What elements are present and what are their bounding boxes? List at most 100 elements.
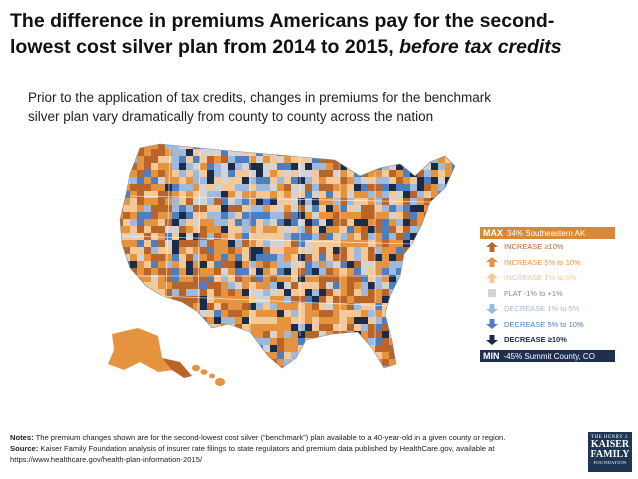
arrow-down-icon	[486, 303, 498, 314]
county-cell	[298, 184, 306, 192]
county-cell	[445, 254, 453, 262]
county-cell	[305, 254, 313, 262]
county-cell	[137, 156, 145, 164]
county-cell	[235, 359, 243, 367]
county-cell	[256, 352, 264, 360]
county-cell	[214, 212, 222, 220]
county-cell	[284, 184, 292, 192]
county-cell	[263, 212, 271, 220]
county-cell	[179, 205, 187, 213]
county-cell	[368, 254, 376, 262]
county-cell	[298, 366, 306, 368]
county-cell	[368, 324, 376, 332]
county-cell	[445, 366, 453, 368]
county-cell	[438, 310, 446, 318]
county-cell	[298, 352, 306, 360]
county-cell	[256, 144, 264, 150]
county-cell	[172, 296, 180, 304]
county-cell	[165, 289, 173, 297]
county-cell	[368, 303, 376, 311]
county-cell	[354, 296, 362, 304]
county-cell	[242, 233, 250, 241]
county-cell	[431, 226, 439, 234]
county-cell	[319, 212, 327, 220]
county-cell	[263, 163, 271, 171]
county-cell	[459, 331, 466, 338]
county-cell	[221, 359, 229, 367]
county-cell	[389, 310, 397, 318]
county-cell	[298, 289, 306, 297]
county-cell	[221, 240, 229, 248]
county-cell	[235, 240, 243, 248]
county-cell	[186, 247, 194, 255]
county-cell	[361, 149, 369, 157]
county-cell	[214, 345, 222, 353]
county-cell	[305, 296, 313, 304]
county-cell	[354, 177, 362, 185]
county-cell	[347, 324, 355, 332]
county-cell	[256, 296, 264, 304]
county-cell	[263, 289, 271, 297]
county-cell	[389, 261, 397, 269]
county-cell	[298, 247, 306, 255]
county-cell	[305, 170, 313, 178]
county-cell	[354, 366, 362, 368]
county-cell	[123, 261, 131, 269]
county-cell	[144, 191, 152, 199]
county-cell	[396, 359, 404, 367]
county-cell	[424, 296, 432, 304]
county-cell	[263, 303, 271, 311]
county-cell	[382, 156, 390, 164]
county-cell	[438, 359, 446, 367]
county-cell	[347, 226, 355, 234]
county-cell	[312, 289, 320, 297]
county-cell	[438, 177, 446, 185]
county-cell	[368, 156, 376, 164]
legend-item: INCREASE ≥10%	[480, 239, 615, 255]
county-cell	[319, 163, 327, 171]
county-cell	[221, 233, 229, 241]
county-cell	[375, 170, 383, 178]
county-cell	[179, 212, 187, 220]
county-cell	[459, 247, 466, 254]
county-cell	[361, 289, 369, 297]
county-cell	[305, 144, 313, 150]
county-cell	[354, 359, 362, 367]
county-cell	[340, 261, 348, 269]
county-cell	[277, 261, 285, 269]
county-cell	[284, 366, 292, 368]
county-cell	[424, 275, 432, 283]
county-cell	[249, 205, 257, 213]
hawaii-inset	[192, 364, 225, 386]
county-cell	[186, 275, 194, 283]
county-cell	[382, 331, 390, 339]
county-cell	[291, 170, 299, 178]
county-cell	[417, 324, 425, 332]
county-cell	[186, 226, 194, 234]
county-cell	[228, 268, 236, 276]
county-cell	[389, 296, 397, 304]
county-cell	[410, 177, 418, 185]
county-cell	[340, 163, 348, 171]
county-cell	[298, 170, 306, 178]
county-cell	[452, 198, 455, 206]
county-cell	[445, 289, 453, 297]
county-cell	[277, 184, 285, 192]
county-cell	[151, 177, 159, 185]
county-cell	[417, 219, 425, 227]
county-cell	[312, 240, 320, 248]
legend-item: FLAT -1% to +1%	[480, 286, 615, 302]
county-cell	[256, 205, 264, 213]
county-cell	[445, 345, 453, 353]
county-cell	[326, 289, 334, 297]
county-cell	[144, 219, 152, 227]
county-cell	[179, 177, 187, 185]
county-cell	[123, 198, 131, 206]
county-cell	[403, 345, 411, 353]
county-cell	[361, 219, 369, 227]
county-cell	[242, 219, 250, 227]
county-cell	[417, 233, 425, 241]
county-cell	[130, 247, 138, 255]
county-cell	[424, 254, 432, 262]
county-cell	[256, 359, 264, 367]
